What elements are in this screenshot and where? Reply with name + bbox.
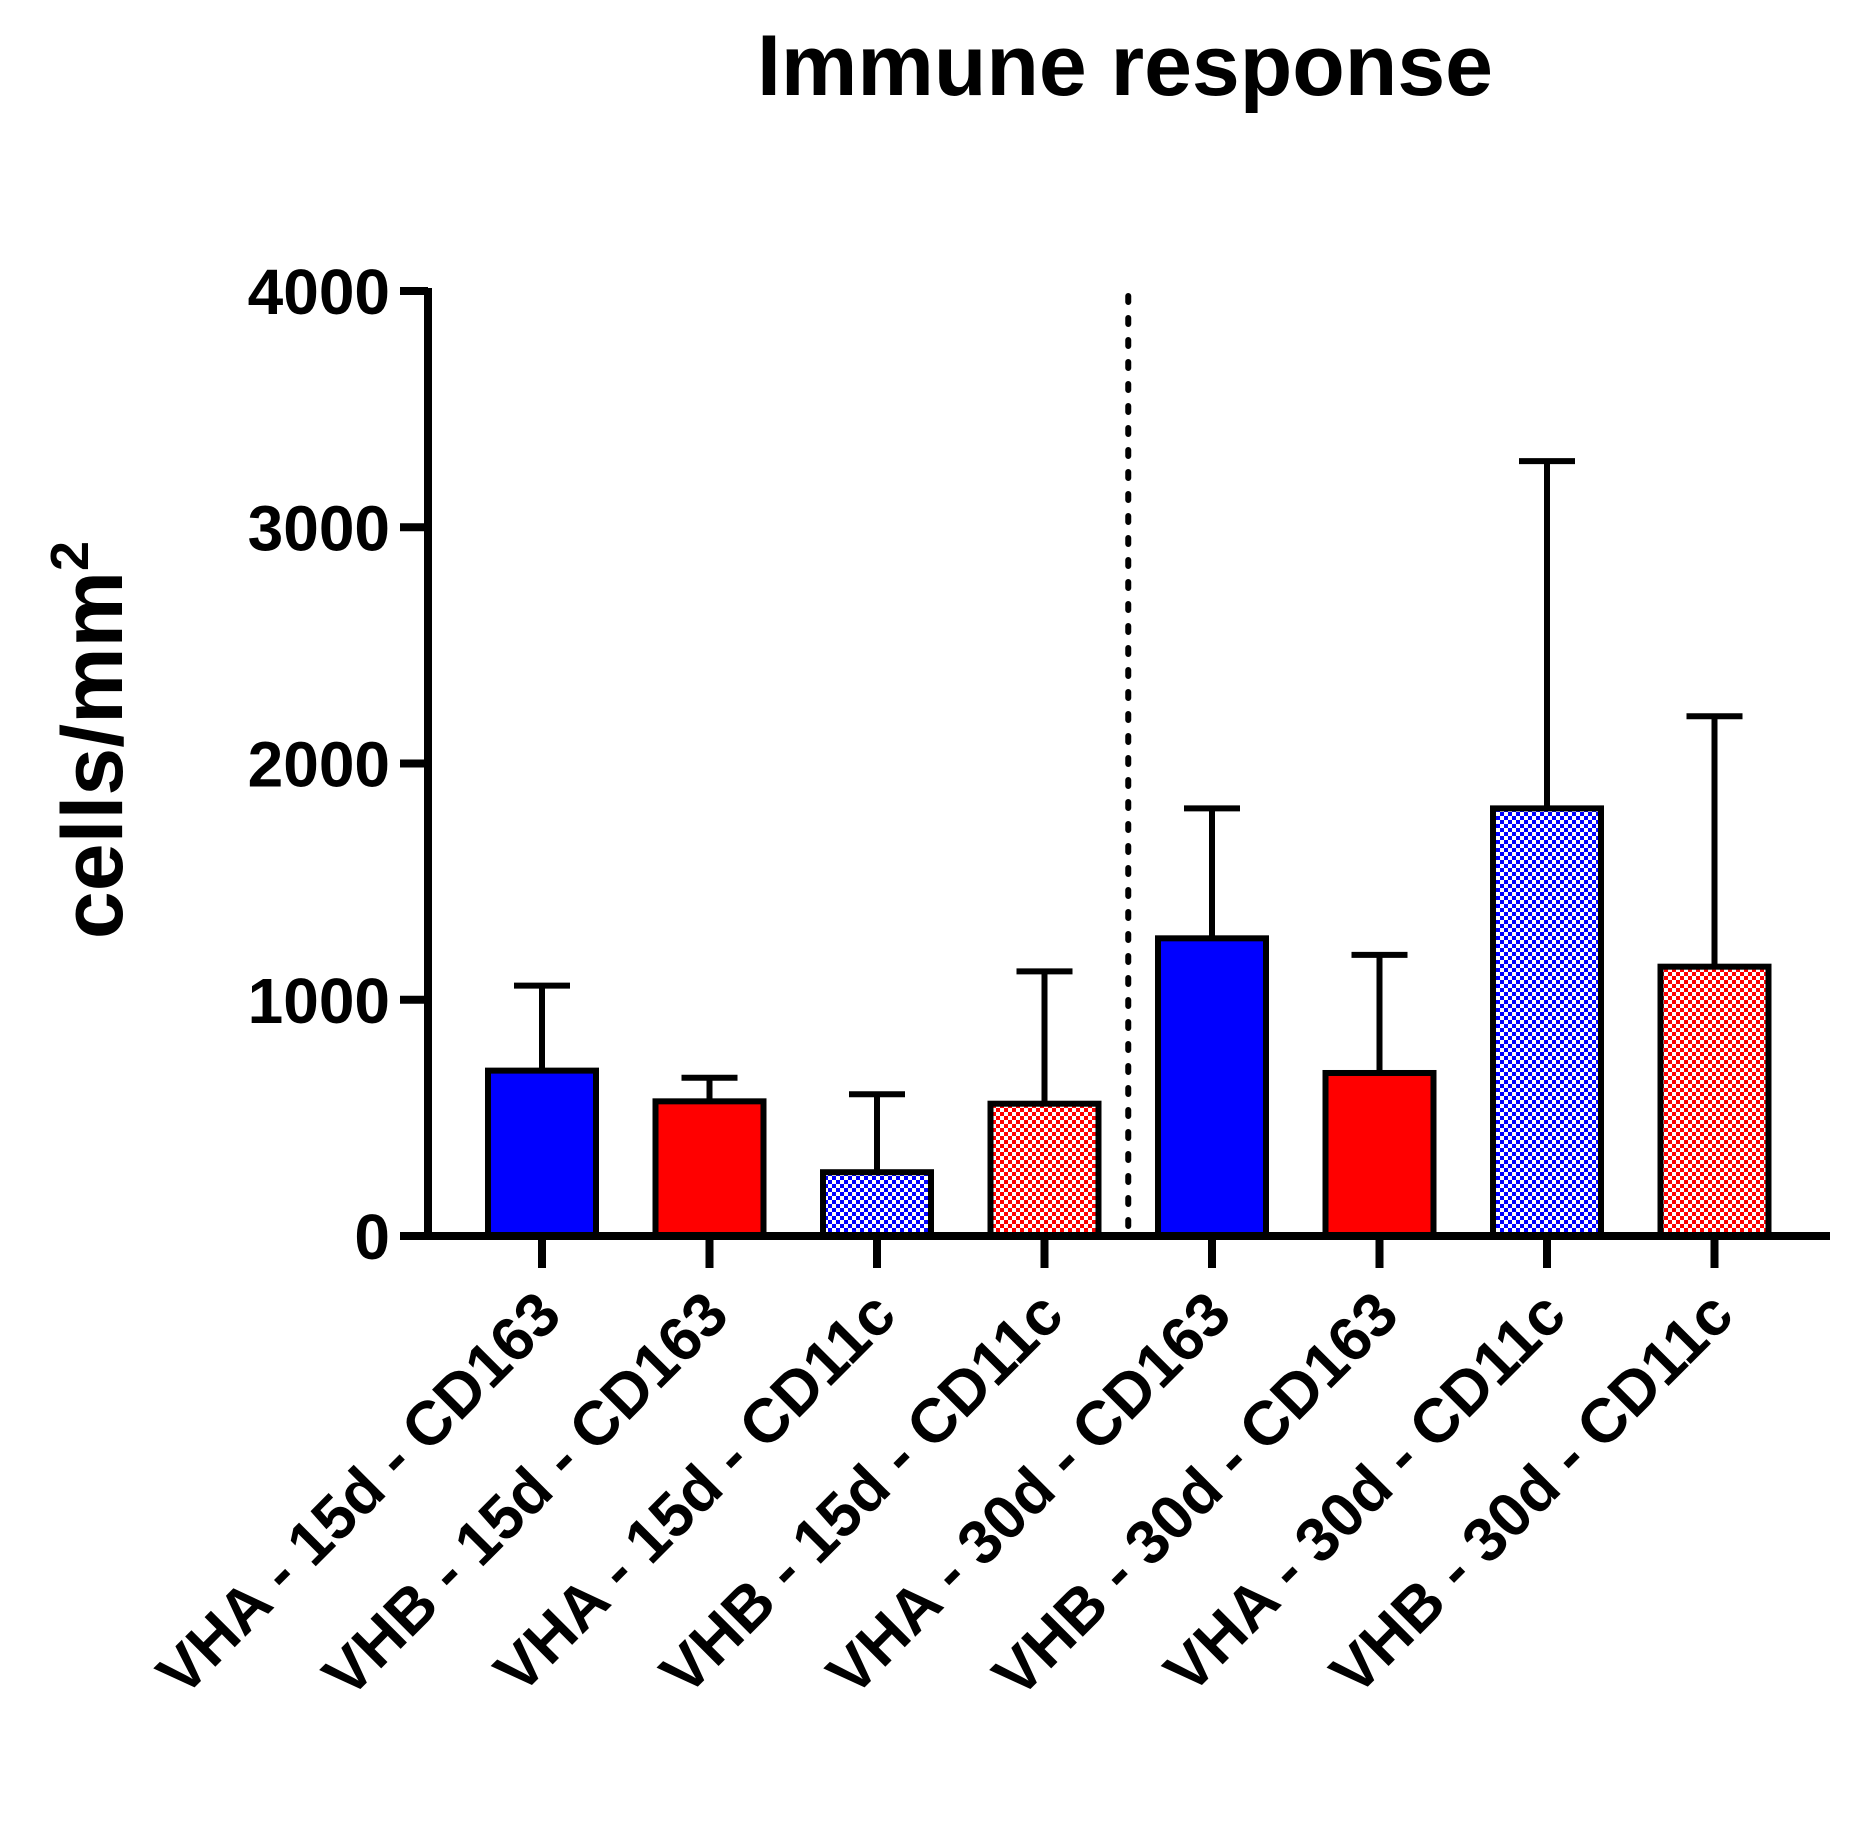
- y-axis-label-superscript: 2: [40, 541, 100, 571]
- y-tick-label: 4000: [248, 256, 390, 328]
- y-axis-label: cells/mm2: [40, 541, 141, 939]
- bar: [987, 1100, 1102, 1239]
- bar: [1155, 935, 1269, 1239]
- y-tick-label: 1000: [248, 965, 390, 1037]
- bar: [820, 1169, 934, 1240]
- y-tick-label: 2000: [248, 729, 390, 801]
- bar: [1657, 963, 1772, 1239]
- chart-title: Immune response: [757, 18, 1493, 114]
- y-tick-label: 3000: [248, 492, 390, 564]
- bar: [652, 1098, 767, 1240]
- y-tick-label: 0: [354, 1201, 390, 1273]
- bar: [1490, 805, 1604, 1239]
- bar: [485, 1067, 599, 1239]
- y-axis-label-text: cells/mm: [45, 571, 141, 939]
- bar: [1322, 1069, 1437, 1240]
